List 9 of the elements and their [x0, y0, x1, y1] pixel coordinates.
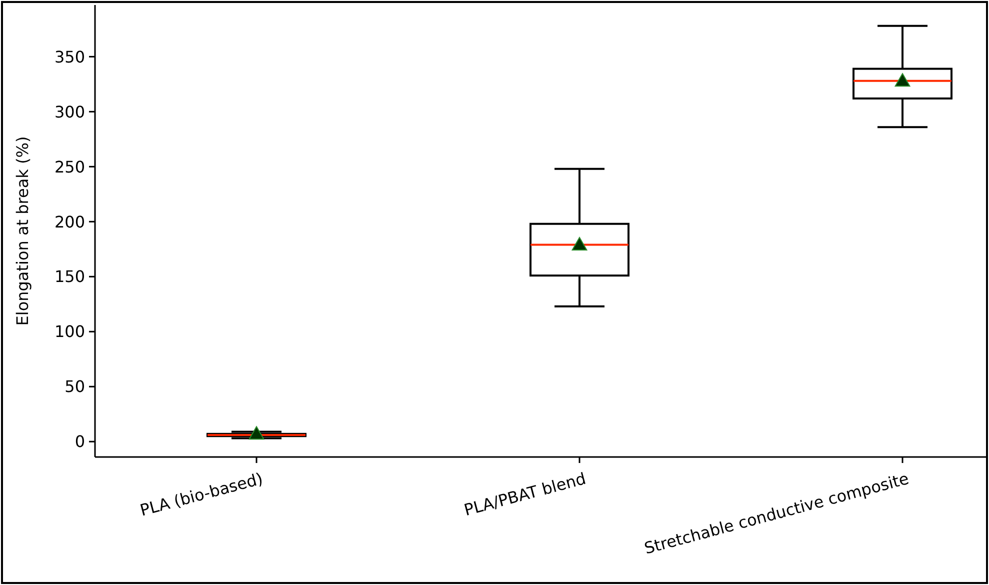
y-axis-title: Elongation at break (%): [13, 136, 32, 326]
y-tick-label: 250: [54, 157, 85, 176]
y-tick-label: 150: [54, 267, 85, 286]
y-tick-label: 200: [54, 212, 85, 232]
y-tick-label: 0: [74, 432, 85, 452]
y-tick-label: 50: [64, 377, 85, 396]
y-tick-label: 300: [54, 102, 85, 122]
y-tick-label: 100: [54, 322, 85, 342]
y-tick-label: 350: [54, 47, 85, 66]
